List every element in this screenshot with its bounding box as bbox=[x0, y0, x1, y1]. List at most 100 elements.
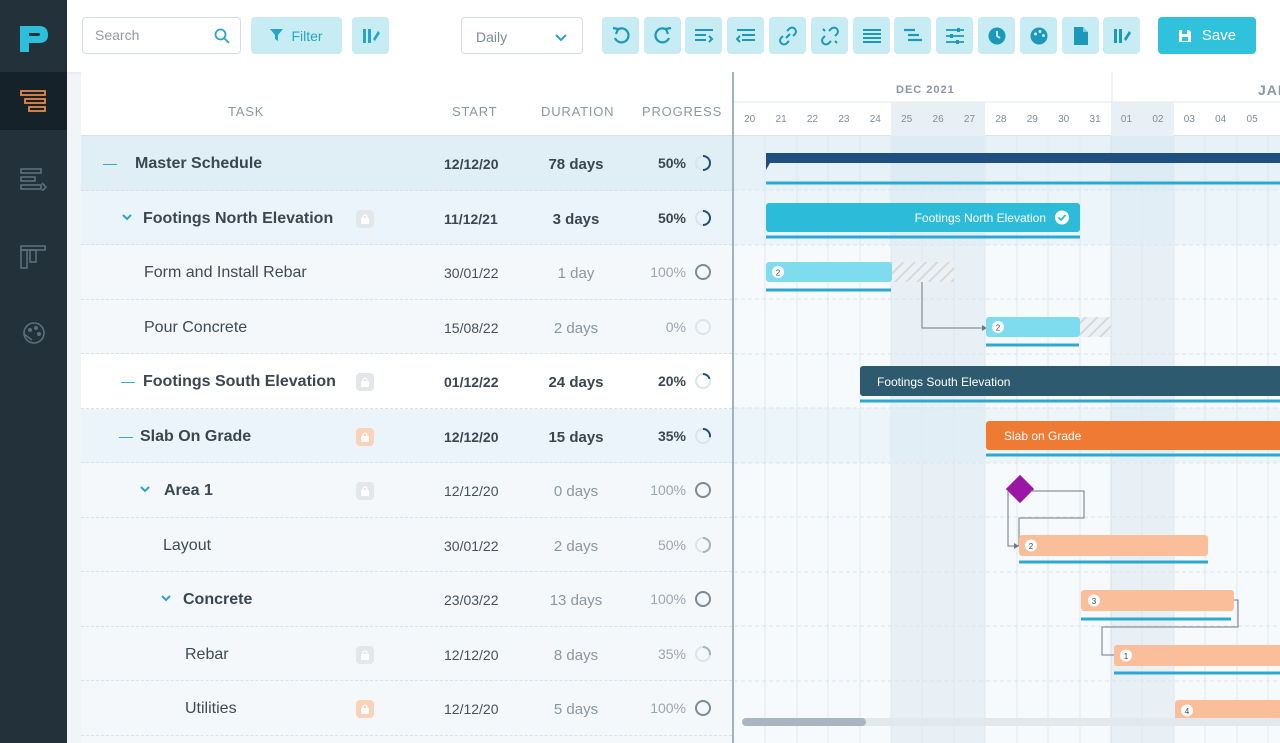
task-name: Area 1 bbox=[164, 482, 213, 499]
task-progress: 35% bbox=[657, 427, 686, 444]
link-button[interactable] bbox=[769, 17, 806, 54]
gantt-chart: DEC 2021 JAN 202122232425262728293031010… bbox=[732, 72, 1280, 743]
gantt-bar-rebar[interactable]: 1 bbox=[1114, 645, 1280, 675]
palette-icon bbox=[22, 322, 45, 344]
filter-button[interactable]: Filter bbox=[251, 17, 342, 54]
table-row[interactable]: Area 1 12/12/20 0 days 100% bbox=[81, 463, 732, 518]
search-icon[interactable] bbox=[214, 28, 230, 49]
chevron-down-icon[interactable] bbox=[121, 210, 133, 226]
zoom-select[interactable]: Daily bbox=[461, 17, 583, 54]
gantt-bar-footings-north[interactable]: Footings North Elevation bbox=[766, 203, 1080, 239]
timeline-day: 01 bbox=[1110, 102, 1143, 136]
lock-icon[interactable] bbox=[356, 209, 374, 228]
timeline-day: 04 bbox=[1215, 114, 1227, 125]
task-start: 30/01/22 bbox=[444, 265, 499, 281]
lock-icon[interactable] bbox=[356, 427, 374, 446]
table-row[interactable]: Form and Install Rebar 30/01/22 1 day 10… bbox=[81, 245, 732, 300]
task-start: 23/03/22 bbox=[444, 592, 499, 608]
collapse-toggle-icon[interactable]: — bbox=[103, 155, 117, 171]
chevron-down-icon[interactable] bbox=[160, 591, 172, 607]
bar-badge: 3 bbox=[1092, 597, 1097, 606]
toolbar: Filter Daily bbox=[67, 0, 1280, 72]
export-button[interactable] bbox=[1062, 17, 1099, 54]
timeline-month: DEC 2021 bbox=[896, 84, 955, 96]
table-row[interactable]: Pour Concrete 15/08/22 2 days 0% bbox=[81, 300, 732, 354]
expand-all-button[interactable] bbox=[894, 17, 931, 54]
gantt-bar-pour-concrete[interactable]: 2 bbox=[986, 317, 1111, 347]
collapse-all-button[interactable] bbox=[853, 17, 890, 54]
scrollbar-thumb[interactable] bbox=[742, 718, 866, 726]
table-row[interactable]: — Slab On Grade 12/12/20 15 days 35% bbox=[81, 408, 732, 463]
check-icon bbox=[1055, 210, 1069, 225]
task-progress: 35% bbox=[657, 645, 686, 662]
unlink-button[interactable] bbox=[811, 17, 848, 54]
gantt-bar-utilities[interactable]: 4 bbox=[1175, 700, 1280, 721]
task-start: 12/12/20 bbox=[444, 701, 499, 717]
table-row[interactable]: — Footings South Elevation 01/12/22 24 d… bbox=[81, 354, 732, 409]
file-icon bbox=[1073, 26, 1088, 45]
bar-label: Footings North Elevation bbox=[915, 211, 1046, 225]
task-duration: 15 days bbox=[548, 428, 604, 446]
column-header-start[interactable]: START bbox=[452, 104, 498, 119]
gantt-bar-layout[interactable]: 2 bbox=[1019, 535, 1208, 564]
collapse-toggle-icon[interactable]: — bbox=[121, 373, 135, 389]
table-row[interactable]: Rebar 12/12/20 8 days 35% bbox=[81, 627, 732, 681]
unlink-icon bbox=[820, 26, 839, 45]
progress-ring-icon bbox=[695, 209, 711, 226]
horizontal-scrollbar[interactable] bbox=[742, 718, 1280, 726]
gantt-canvas: Footings North Elevation 2 2 bbox=[734, 136, 1280, 743]
column-header-progress[interactable]: PROGRESS bbox=[642, 104, 723, 119]
dependency-link[interactable] bbox=[921, 282, 985, 329]
column-header-task[interactable]: TASK bbox=[228, 104, 265, 119]
table-row[interactable]: Utilities 12/12/20 5 days 100% bbox=[81, 681, 732, 736]
app-logo[interactable] bbox=[17, 22, 51, 56]
task-name: Footings South Elevation bbox=[143, 373, 336, 390]
lock-icon[interactable] bbox=[356, 700, 374, 718]
grid-header: TASK START DURATION PROGRESS bbox=[81, 72, 732, 136]
nav-board[interactable] bbox=[0, 228, 67, 286]
timeline-day: 02 bbox=[1142, 102, 1174, 136]
gantt-bar-footings-south[interactable]: Footings South Elevation bbox=[860, 366, 1280, 403]
settings-button[interactable] bbox=[936, 17, 973, 54]
undo-button[interactable] bbox=[602, 17, 639, 54]
gantt-bar-slab-on-grade[interactable]: Slab on Grade bbox=[986, 421, 1280, 457]
progress-ring-icon bbox=[695, 373, 711, 389]
table-row[interactable]: Layout 30/01/22 2 days 50% bbox=[81, 518, 732, 572]
lock-icon[interactable] bbox=[356, 482, 374, 500]
dependency-link[interactable] bbox=[1101, 599, 1239, 656]
task-start: 12/12/20 bbox=[444, 428, 499, 445]
theme-button[interactable] bbox=[1020, 17, 1057, 54]
zoom-value: Daily bbox=[476, 29, 508, 45]
task-start: 12/12/20 bbox=[444, 483, 499, 499]
milestone-area-1[interactable] bbox=[1005, 474, 1035, 504]
clock-button[interactable] bbox=[978, 17, 1015, 54]
search-input[interactable] bbox=[95, 27, 205, 43]
chevron-down-icon[interactable] bbox=[139, 482, 151, 498]
progress-ring-icon bbox=[695, 318, 711, 335]
nav-schedule[interactable] bbox=[0, 150, 67, 208]
nav-gantt[interactable] bbox=[0, 72, 67, 130]
save-button[interactable]: Save bbox=[1158, 17, 1256, 54]
timeline-day: 24 bbox=[869, 114, 881, 125]
bar-badge: 2 bbox=[996, 324, 1001, 333]
progress-ring-icon bbox=[695, 536, 711, 553]
indent-button[interactable] bbox=[685, 17, 722, 54]
gantt-bar-form-install-rebar[interactable]: 2 bbox=[766, 262, 954, 292]
columns-button[interactable] bbox=[352, 17, 389, 54]
timeline-day: 30 bbox=[1058, 114, 1070, 125]
gantt-bar-master[interactable] bbox=[766, 153, 1280, 185]
timeline-header: DEC 2021 JAN 202122232425262728293031010… bbox=[734, 72, 1280, 136]
lock-icon[interactable] bbox=[356, 373, 374, 391]
table-row[interactable]: Concrete 23/03/22 13 days 100% bbox=[81, 572, 732, 627]
task-start: 01/12/22 bbox=[444, 374, 499, 390]
gantt-bar-concrete[interactable]: 3 bbox=[1081, 590, 1234, 621]
nav-resources[interactable] bbox=[0, 304, 67, 362]
lock-icon[interactable] bbox=[356, 645, 374, 664]
column-header-duration[interactable]: DURATION bbox=[541, 104, 615, 119]
table-row[interactable]: Footings North Elevation 11/12/21 3 days… bbox=[81, 190, 732, 245]
table-row[interactable]: — Master Schedule 12/12/20 78 days 50% bbox=[81, 136, 732, 191]
collapse-toggle-icon[interactable]: — bbox=[119, 427, 133, 444]
outdent-button[interactable] bbox=[727, 17, 764, 54]
redo-button[interactable] bbox=[644, 17, 681, 54]
gantt-columns-button[interactable] bbox=[1103, 17, 1140, 54]
